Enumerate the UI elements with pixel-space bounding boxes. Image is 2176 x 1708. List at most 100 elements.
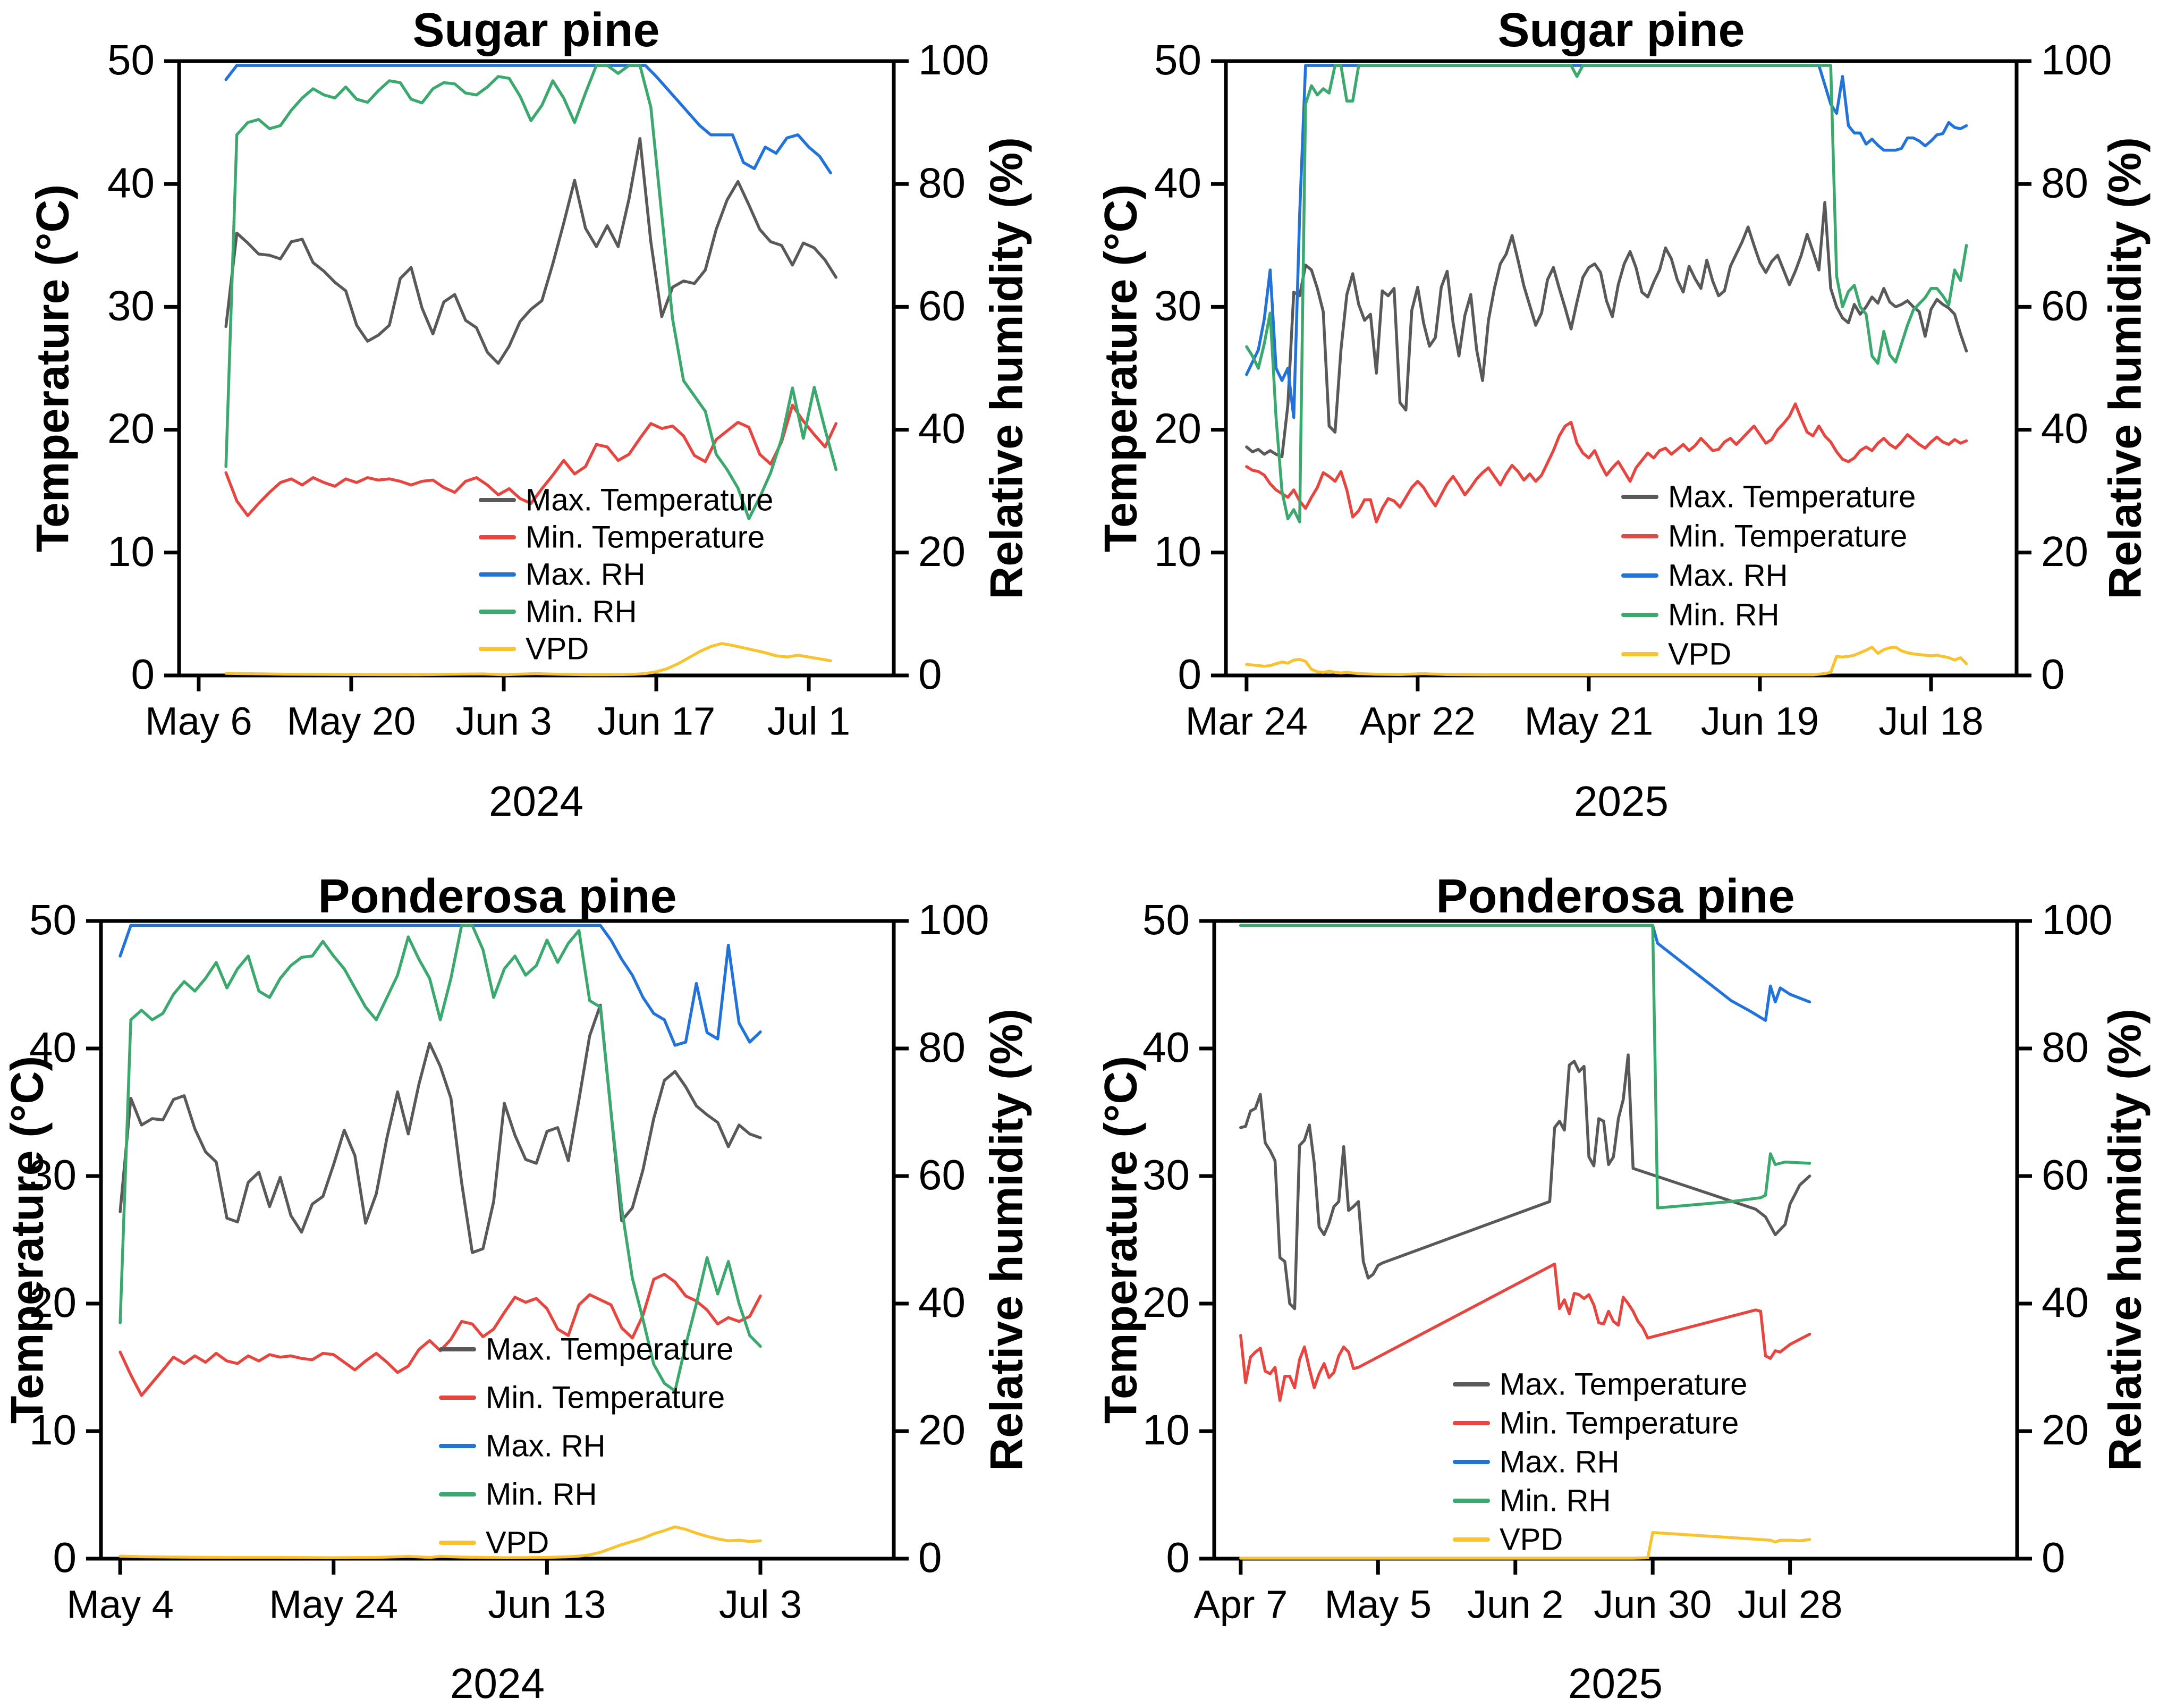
plot-3: 0 10 20 30 40 50 0 20 40 60 80 100 Apr 7 May 5 Jun 2 Ju… [1142,896,2112,1626]
x-tick-label: Apr 22 [1360,699,1476,743]
y-tick-label-left: 50 [1154,36,1201,83]
y-tick-label-left: 30 [107,282,155,329]
y-tick-label-right: 80 [918,1024,966,1071]
series-max_temp-line [1239,1053,1811,1310]
y-tick-label-right: 100 [2042,896,2112,943]
legend-label-max_rh: Max. RH [1668,558,1788,593]
series-max_rh-line [118,924,762,1047]
plot-2: 0 10 20 30 40 50 0 20 40 60 80 100 May 4 May 24 Jun 13… [29,896,989,1626]
x-tick-label: May 4 [66,1583,174,1627]
x-tick-label: Jun 30 [1594,1583,1712,1627]
legend-label-min_rh: Min. RH [1668,597,1779,632]
y-tick-label-left: 10 [1142,1406,1190,1453]
series-max_rh-line [1245,64,1968,419]
y-tick-label-right: 60 [2041,282,2088,329]
x-tick-label: May 20 [287,699,416,743]
series-vpd-line [118,1525,762,1559]
series-min_temp-line [1245,402,1968,523]
y-tick-label-left: 10 [1154,528,1201,575]
series-vpd-line [1239,1531,1811,1560]
chart-ponderosa-pine-2025: 0 10 20 30 40 50 0 20 40 60 80 100 Apr 7 May 5 Jun 2 Ju… [1142,896,2112,1626]
y-tick-label-left: 40 [1142,1024,1190,1071]
series-max_temp-line [1245,201,1968,459]
y-tick-label-left: 20 [1154,405,1201,452]
y-tick-label-right: 80 [2041,159,2088,206]
y-tick-label-right: 0 [2041,650,2065,698]
legend-label-max_rh: Max. RH [1500,1444,1620,1479]
legend-label-vpd: VPD [526,631,589,666]
axes-box [1224,59,2019,678]
legend-label-max_temp: Max. Temperature [1500,1367,1747,1401]
y-tick-label-left: 30 [1154,282,1201,329]
legend-label-max_temp: Max. Temperature [486,1332,733,1366]
y-tick-label-right: 80 [918,159,966,206]
y-tick-label-left: 30 [29,1151,77,1198]
legend-label-min_temp: Min. Temperature [526,520,765,554]
legend-label-min_temp: Min. Temperature [1668,519,1907,553]
legend: Max. Temperature Min. Temperature Max. RH M… [1621,479,1916,671]
y-tick-label-left: 10 [107,528,155,575]
y-tick-label-left: 40 [1154,159,1201,206]
legend-label-vpd: VPD [1668,637,1731,671]
series-min_rh-line [1245,64,1968,523]
legend-label-min_rh: Min. RH [526,594,637,629]
x-axis-year: 2025 [1574,777,1669,825]
x-tick-label: Jun 3 [455,699,552,743]
y-tick-label-right: 60 [918,1151,966,1198]
plot-0: 0 10 20 30 40 50 0 20 40 60 80 100 May 6 May 20 Jun 3 J… [107,36,989,743]
y-tick-label-right: 60 [918,282,966,329]
y-tick-label-right: 60 [2042,1151,2089,1198]
y-tick-label-left: 40 [107,159,155,206]
series-max_rh-line [1239,924,1811,1022]
y-tick-label-right: 20 [918,1406,966,1453]
y-tick-label-left: 20 [1142,1279,1190,1326]
y-axis-label-humidity: Relative humidity (%) [981,137,1032,599]
legend-label-vpd: VPD [1500,1522,1563,1557]
legend-label-max_temp: Max. Temperature [526,483,773,517]
y-axis-label-humidity: Relative humidity (%) [2099,1009,2151,1471]
x-tick-label: May 21 [1525,699,1654,743]
x-tick-label: Jun 19 [1701,699,1819,743]
y-tick-label-left: 30 [1142,1151,1190,1198]
x-tick-label: Jul 28 [1738,1583,1842,1627]
y-axis-label-temperature: Temperature (°C) [27,184,79,553]
y-tick-label-left: 0 [1178,650,1202,698]
y-tick-label-right: 40 [2041,405,2088,452]
x-axis-year: 2024 [489,777,583,825]
panel-title: Ponderosa pine [318,870,677,923]
x-tick-label: Jul 18 [1878,699,1983,743]
y-axis-label-humidity: Relative humidity (%) [2099,137,2151,599]
y-tick-label-right: 0 [918,1534,942,1581]
panel-title: Sugar pine [1497,4,1745,57]
y-tick-label-right: 80 [2042,1024,2089,1071]
series-max_temp-line [118,1003,762,1254]
series-max_temp-line [224,137,838,365]
series-max_rh-line [224,64,832,175]
y-tick-label-right: 20 [2041,528,2088,575]
x-tick-label: May 5 [1325,1583,1432,1627]
y-tick-label-right: 100 [2041,36,2112,83]
legend-label-min_temp: Min. Temperature [486,1380,725,1415]
y-tick-label-right: 40 [918,405,966,452]
legend-label-min_rh: Min. RH [1500,1483,1611,1518]
legend-label-vpd: VPD [486,1525,549,1560]
chart-sugar-pine-2025: 0 10 20 30 40 50 0 20 40 60 80 100 Mar 24 Apr 22 May 2… [1154,36,2112,743]
y-tick-label-right: 0 [2042,1534,2065,1581]
y-tick-label-left: 50 [107,36,155,83]
legend-label-max_rh: Max. RH [486,1428,606,1463]
x-tick-label: Jun 17 [597,699,715,743]
y-tick-label-right: 20 [918,528,966,575]
y-tick-label-left: 50 [29,896,77,943]
y-tick-label-left: 20 [29,1279,77,1326]
y-tick-label-right: 20 [2042,1406,2089,1453]
legend-label-max_rh: Max. RH [526,557,646,591]
x-tick-label: Jun 13 [488,1583,606,1627]
series-min_rh-line [118,924,762,1393]
x-tick-label: Jul 3 [719,1583,802,1627]
y-tick-label-right: 100 [918,36,989,83]
y-tick-label-right: 0 [918,650,942,698]
legend-label-max_temp: Max. Temperature [1668,479,1916,514]
y-tick-label-left: 40 [29,1024,77,1071]
series-min_rh-line [224,64,838,520]
y-tick-label-right: 100 [918,896,989,943]
